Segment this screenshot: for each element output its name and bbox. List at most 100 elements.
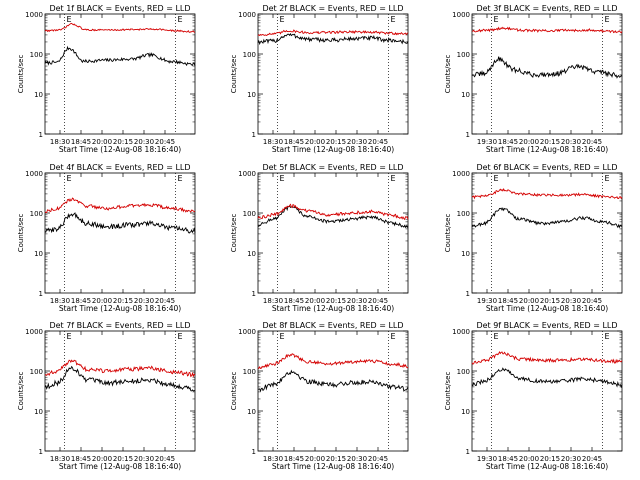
x-tick-label: 20:45: [368, 297, 388, 305]
x-axis-label: Start Time (12-Aug-08 18:16:40): [486, 304, 608, 313]
detector-panel: Det 1f BLACK = Events, RED = LLD 1 10 100 10…: [17, 4, 196, 154]
event-marker-label: E: [494, 174, 499, 183]
y-tick-label: 100: [457, 210, 470, 218]
lld-series-line: [44, 197, 196, 213]
plot-frame: [471, 330, 623, 452]
y-tick-label: 10: [247, 250, 256, 258]
lld-series-line: [472, 26, 623, 34]
lld-series-line: [257, 203, 409, 221]
x-tick-label: 19:30: [477, 138, 497, 146]
y-tick-label: 1000: [452, 170, 470, 178]
x-tick-label: 18:30: [263, 138, 283, 146]
y-tick-label: 1: [466, 448, 470, 456]
event-marker-label: E: [178, 15, 183, 24]
x-tick-label: 20:30: [134, 297, 154, 305]
y-tick-label: 100: [243, 210, 256, 218]
lld-series-line: [257, 29, 409, 37]
x-tick-label: 20:45: [582, 455, 602, 463]
event-marker-label: E: [605, 15, 610, 24]
x-tick-label: 20:00: [519, 297, 539, 305]
x-tick-label: 20:30: [134, 455, 154, 463]
y-axis-label: Counts/sec: [444, 55, 452, 94]
event-marker-label: E: [178, 332, 183, 341]
x-tick-label: 20:30: [561, 138, 581, 146]
panel-title: Det 2f BLACK = Events, RED = LLD: [262, 4, 403, 13]
y-tick-label: 10: [34, 91, 43, 99]
y-tick-label: 1: [252, 448, 256, 456]
events-series-line: [44, 212, 196, 234]
x-axis-label: Start Time (12-Aug-08 18:16:40): [59, 462, 181, 471]
detector-panel: Det 8f BLACK = Events, RED = LLD 1 10 100 10…: [230, 321, 409, 471]
event-marker-label: E: [67, 332, 72, 341]
y-tick-label: 100: [243, 51, 256, 59]
x-tick-label: 20:45: [155, 455, 175, 463]
x-tick-label: 18:30: [50, 138, 70, 146]
x-tick-label: 20:15: [326, 297, 346, 305]
x-tick-label: 18:30: [263, 297, 283, 305]
x-tick-label: 20:00: [519, 455, 539, 463]
detector-panel: Det 7f BLACK = Events, RED = LLD 1 10 100 10…: [17, 321, 196, 471]
y-axis-label: Counts/sec: [17, 214, 25, 253]
events-series-line: [257, 32, 409, 46]
x-tick-label: 20:45: [155, 297, 175, 305]
y-tick-label: 1: [466, 290, 470, 298]
y-axis-label: Counts/sec: [230, 55, 238, 94]
events-series-line: [257, 369, 409, 393]
x-tick-label: 20:15: [326, 138, 346, 146]
x-tick-label: 19:30: [477, 455, 497, 463]
panel-title: Det 4f BLACK = Events, RED = LLD: [49, 163, 190, 172]
panel-title: Det 3f BLACK = Events, RED = LLD: [476, 4, 617, 13]
event-marker-label: E: [605, 174, 610, 183]
y-axis-label: Counts/sec: [444, 372, 452, 411]
plot-frame: [44, 330, 196, 452]
x-axis-label: Start Time (12-Aug-08 18:16:40): [486, 145, 608, 154]
x-tick-label: 20:30: [134, 138, 154, 146]
y-tick-label: 10: [461, 250, 470, 258]
detector-panel: Det 5f BLACK = Events, RED = LLD 1 10 100 10…: [230, 163, 409, 313]
y-axis-label: Counts/sec: [230, 372, 238, 411]
detector-panel: Det 6f BLACK = Events, RED = LLD 1 10 100 10…: [444, 163, 623, 313]
x-tick-label: 20:45: [582, 138, 602, 146]
event-marker-label: E: [280, 15, 285, 24]
lld-series-line: [44, 359, 196, 378]
x-axis-label: Start Time (12-Aug-08 18:16:40): [486, 462, 608, 471]
detector-panel: Det 3f BLACK = Events, RED = LLD 1 10 100 10…: [444, 4, 623, 154]
plot-frame: [44, 172, 196, 294]
y-tick-label: 100: [30, 210, 43, 218]
event-marker-label: E: [391, 332, 396, 341]
events-series-line: [471, 56, 623, 79]
y-tick-label: 1000: [238, 11, 256, 19]
x-tick-label: 20:30: [561, 297, 581, 305]
x-tick-label: 20:45: [368, 138, 388, 146]
plot-frame: [471, 172, 623, 294]
y-tick-label: 10: [461, 91, 470, 99]
detector-panel: Det 2f BLACK = Events, RED = LLD 1 10 100 10…: [230, 4, 409, 154]
x-axis-label: Start Time (12-Aug-08 18:16:40): [272, 145, 394, 154]
x-tick-label: 20:30: [347, 138, 367, 146]
y-tick-label: 100: [243, 368, 256, 376]
x-tick-label: 20:30: [347, 455, 367, 463]
y-tick-label: 1: [39, 131, 43, 139]
x-tick-label: 20:00: [305, 455, 325, 463]
events-series-line: [471, 367, 623, 389]
events-series-line: [44, 45, 196, 67]
y-axis-label: Counts/sec: [17, 372, 25, 411]
event-marker-label: E: [67, 174, 72, 183]
y-tick-label: 1000: [452, 11, 470, 19]
x-axis-label: Start Time (12-Aug-08 18:16:40): [272, 462, 394, 471]
plot-frame: [257, 172, 409, 294]
x-tick-label: 18:30: [50, 455, 70, 463]
x-tick-label: 20:00: [92, 138, 112, 146]
plot-frame: [471, 13, 623, 135]
plot-frame: [257, 330, 409, 452]
x-tick-label: 20:00: [305, 138, 325, 146]
x-tick-label: 18:45: [284, 138, 304, 146]
y-tick-label: 1000: [452, 328, 470, 336]
plot-frame: [257, 13, 409, 135]
y-tick-label: 100: [30, 51, 43, 59]
x-tick-label: 18:45: [498, 455, 518, 463]
x-tick-label: 20:00: [92, 455, 112, 463]
panel-title: Det 9f BLACK = Events, RED = LLD: [476, 321, 617, 330]
lld-series-line: [471, 187, 623, 200]
event-marker-label: E: [494, 332, 499, 341]
